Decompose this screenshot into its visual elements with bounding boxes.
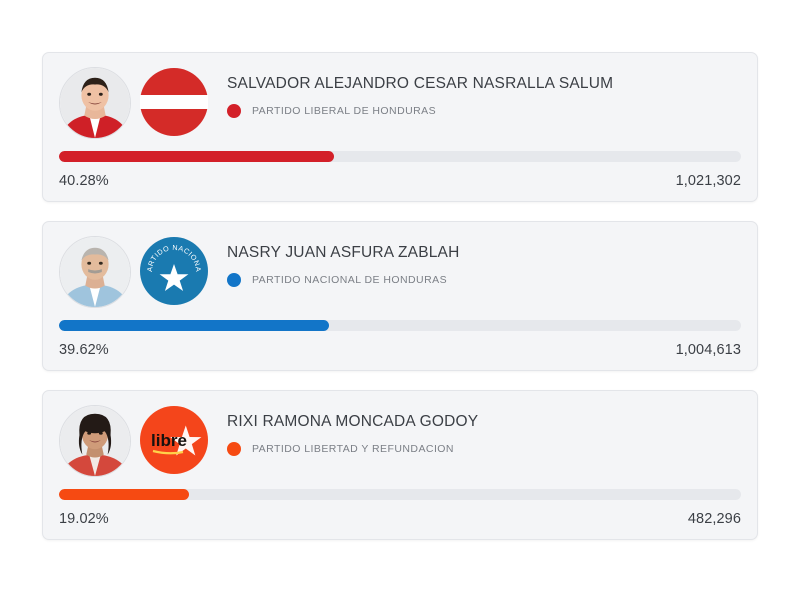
vote-count-label: 1,021,302: [675, 173, 741, 189]
candidate-name: SALVADOR ALEJANDRO CESAR NASRALLA SALUM: [227, 75, 614, 92]
vote-count-label: 1,004,613: [675, 342, 741, 358]
candidate-info: SALVADOR ALEJANDRO CESAR NASRALLA SALUM …: [227, 67, 741, 118]
candidate-result-card[interactable]: SALVADOR ALEJANDRO CESAR NASRALLA SALUM …: [42, 52, 758, 202]
candidate-name: NASRY JUAN ASFURA ZABLAH: [227, 244, 460, 261]
candidate-result-card[interactable]: libre RIXI RAMONA MONCADA GODOY PARTIDO …: [42, 390, 758, 540]
percentage-label: 40.28%: [59, 173, 109, 189]
party-row: PARTIDO NACIONAL DE HONDURAS: [227, 273, 741, 287]
party-name: PARTIDO NACIONAL DE HONDURAS: [252, 274, 448, 286]
card-header: SALVADOR ALEJANDRO CESAR NASRALLA SALUM …: [59, 67, 741, 141]
vote-progress-fill: [59, 489, 189, 500]
svg-text:libre: libre: [151, 431, 187, 450]
card-header: libre RIXI RAMONA MONCADA GODOY PARTIDO …: [59, 405, 741, 479]
party-color-dot: [227, 442, 241, 456]
candidate-name: RIXI RAMONA MONCADA GODOY: [227, 413, 479, 430]
vote-progress-fill: [59, 151, 334, 162]
vote-progress-bar: [59, 320, 741, 331]
party-row: PARTIDO LIBERAL DE HONDURAS: [227, 104, 741, 118]
card-header: PARTIDO NACIONAL NASRY JUAN ASFURA ZABLA…: [59, 236, 741, 310]
vote-count-label: 482,296: [687, 511, 741, 527]
vote-progress-bar: [59, 489, 741, 500]
candidate-info: RIXI RAMONA MONCADA GODOY PARTIDO LIBERT…: [227, 405, 741, 456]
partido-libre-logo: libre: [139, 405, 209, 475]
party-row: PARTIDO LIBERTAD Y REFUNDACION: [227, 442, 741, 456]
result-stats: 19.02% 482,296: [59, 511, 741, 527]
partido-liberal-logo: [139, 67, 209, 137]
percentage-label: 19.02%: [59, 511, 109, 527]
candidate-photo-moncada: [59, 405, 131, 477]
candidate-result-card[interactable]: PARTIDO NACIONAL NASRY JUAN ASFURA ZABLA…: [42, 221, 758, 371]
partido-nacional-logo: PARTIDO NACIONAL: [139, 236, 209, 306]
candidate-info: NASRY JUAN ASFURA ZABLAH PARTIDO NACIONA…: [227, 236, 741, 287]
percentage-label: 39.62%: [59, 342, 109, 358]
result-stats: 40.28% 1,021,302: [59, 173, 741, 189]
vote-progress-fill: [59, 320, 330, 331]
candidate-photo-asfura: [59, 236, 131, 308]
party-color-dot: [227, 273, 241, 287]
party-color-dot: [227, 104, 241, 118]
candidate-photo-nasralla: [59, 67, 131, 139]
vote-progress-bar: [59, 151, 741, 162]
party-name: PARTIDO LIBERAL DE HONDURAS: [252, 105, 437, 117]
party-name: PARTIDO LIBERTAD Y REFUNDACION: [252, 443, 454, 455]
result-stats: 39.62% 1,004,613: [59, 342, 741, 358]
